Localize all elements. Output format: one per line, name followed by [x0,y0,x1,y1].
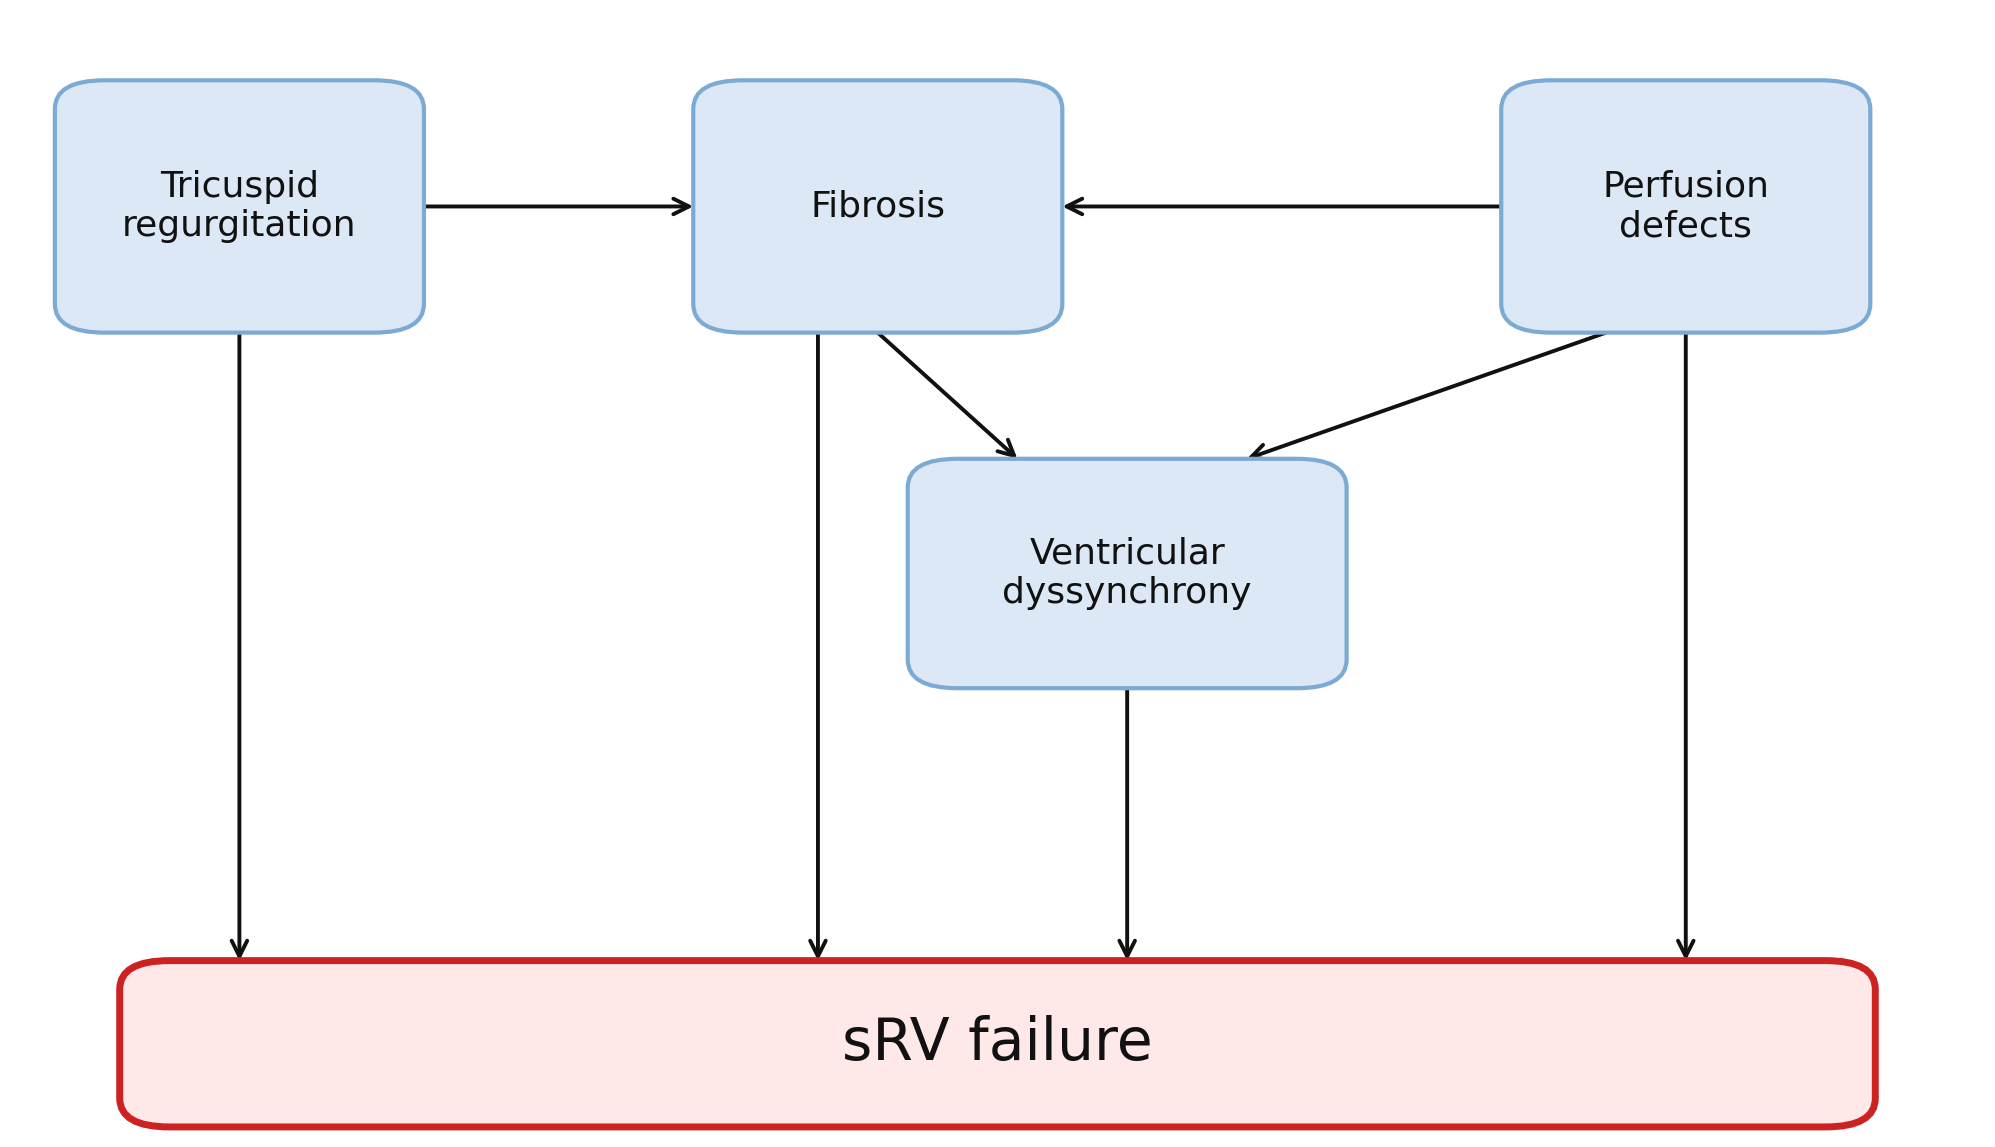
Text: Fibrosis: Fibrosis [810,189,946,224]
Text: Tricuspid
regurgitation: Tricuspid regurgitation [122,170,357,243]
FancyBboxPatch shape [908,459,1347,688]
FancyBboxPatch shape [694,80,1061,333]
FancyBboxPatch shape [54,80,423,333]
FancyBboxPatch shape [120,961,1875,1126]
Text: Ventricular
dyssynchrony: Ventricular dyssynchrony [1001,537,1253,610]
Text: sRV failure: sRV failure [842,1015,1153,1072]
Text: Perfusion
defects: Perfusion defects [1602,170,1770,243]
FancyBboxPatch shape [1500,80,1871,333]
